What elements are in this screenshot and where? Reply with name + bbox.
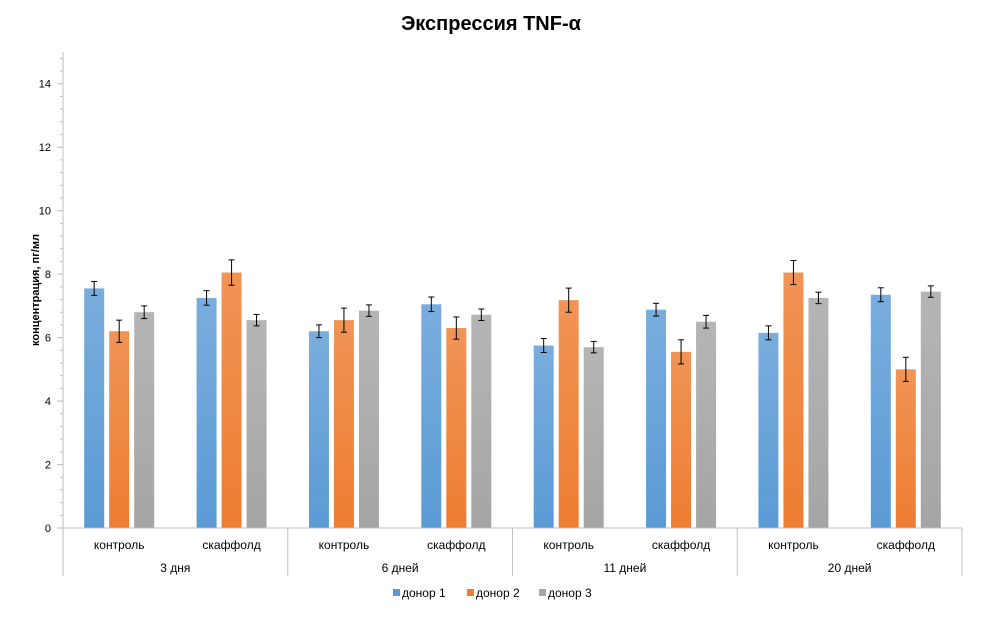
bar — [808, 297, 829, 528]
bar — [333, 320, 354, 528]
y-axis-label: концентрация, пг/мл — [30, 234, 42, 346]
bar — [671, 351, 692, 528]
x-category-label: скаффолд — [877, 538, 935, 552]
bar — [533, 345, 554, 528]
bar — [758, 332, 779, 528]
bar — [246, 320, 267, 528]
x-category-label: контроль — [319, 538, 370, 552]
x-group-label: 11 дней — [603, 561, 646, 575]
y-tick-label: 6 — [45, 333, 51, 345]
bar — [221, 272, 242, 528]
bar — [696, 321, 717, 528]
x-group-label: 20 дней — [828, 561, 872, 575]
y-tick-label: 14 — [39, 79, 51, 91]
bar — [471, 314, 492, 528]
y-tick-label: 0 — [45, 523, 51, 535]
legend-swatch — [467, 589, 474, 596]
bar — [421, 304, 442, 528]
x-axis: контроль скаффолд контроль скаффолд контроль… — [62, 527, 963, 576]
y-tick-label: 8 — [45, 269, 51, 281]
legend-label: донор 3 — [548, 586, 592, 600]
bar — [558, 300, 579, 528]
x-category-label: скаффолд — [427, 538, 485, 552]
bars — [84, 272, 941, 528]
x-category-label: скаффолд — [202, 538, 260, 552]
bar — [308, 331, 329, 528]
x-group-label: 3 дня — [160, 561, 190, 575]
y-tick-label: 2 — [45, 460, 51, 472]
y-tick-label: 12 — [39, 142, 51, 154]
x-category-label: контроль — [94, 538, 145, 552]
bar — [783, 272, 804, 528]
x-category-label: скаффолд — [652, 538, 710, 552]
bar — [583, 347, 604, 528]
bar — [446, 328, 467, 528]
bar — [646, 309, 667, 528]
y-tick-label: 4 — [45, 396, 51, 408]
x-category-label: контроль — [768, 538, 819, 552]
y-axis: 0 2 4 6 8 10 12 14 — [39, 52, 64, 535]
legend-swatch — [539, 589, 546, 596]
legend-label: донор 2 — [476, 586, 520, 600]
bar — [196, 297, 217, 528]
y-tick-label: 10 — [39, 206, 51, 218]
bar — [895, 369, 916, 528]
x-category-label: контроль — [543, 538, 594, 552]
bar — [134, 312, 155, 528]
error-bars — [91, 259, 934, 382]
legend-swatch — [393, 589, 400, 596]
bar — [920, 291, 941, 528]
bar — [358, 310, 379, 528]
legend: донор 1 донор 2 донор 3 — [393, 586, 592, 600]
bar — [870, 294, 891, 528]
x-group-label: 6 дней — [382, 561, 419, 575]
bar — [84, 288, 105, 528]
chart-title: Экспрессия TNF-α — [401, 13, 582, 35]
bar — [109, 331, 130, 528]
legend-label: донор 1 — [402, 586, 446, 600]
